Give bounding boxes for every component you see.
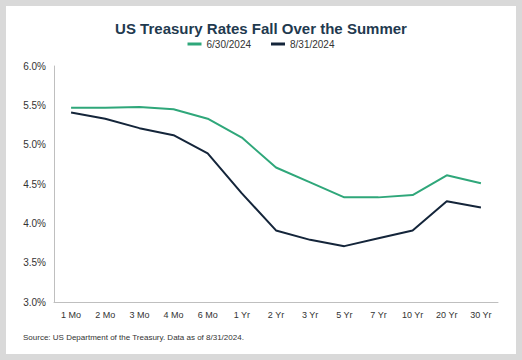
svg-text:4 Mo: 4 Mo [164, 310, 184, 320]
svg-text:US Treasury Rates Fall Over th: US Treasury Rates Fall Over the Summer [115, 20, 407, 37]
svg-text:Source: US Department of the T: Source: US Department of the Treasury. D… [23, 333, 244, 342]
svg-text:6 Mo: 6 Mo [198, 310, 218, 320]
svg-text:1 Mo: 1 Mo [61, 310, 81, 320]
svg-text:3 Mo: 3 Mo [129, 310, 149, 320]
svg-text:3.0%: 3.0% [23, 297, 46, 308]
svg-text:4.5%: 4.5% [23, 179, 46, 190]
svg-text:2 Yr: 2 Yr [268, 310, 284, 320]
svg-text:30 Yr: 30 Yr [470, 310, 491, 320]
svg-text:4.0%: 4.0% [23, 218, 46, 229]
svg-text:1 Yr: 1 Yr [234, 310, 250, 320]
svg-text:5.5%: 5.5% [23, 100, 46, 111]
svg-text:8/31/2024: 8/31/2024 [290, 39, 335, 50]
svg-text:7 Yr: 7 Yr [370, 310, 386, 320]
svg-text:6.0%: 6.0% [23, 61, 46, 72]
svg-text:5 Yr: 5 Yr [336, 310, 352, 320]
svg-text:5.0%: 5.0% [23, 139, 46, 150]
svg-text:3 Yr: 3 Yr [302, 310, 318, 320]
svg-text:10 Yr: 10 Yr [402, 310, 423, 320]
svg-text:6/30/2024: 6/30/2024 [207, 39, 252, 50]
svg-text:20 Yr: 20 Yr [436, 310, 457, 320]
svg-text:2 Mo: 2 Mo [95, 310, 115, 320]
svg-text:3.5%: 3.5% [23, 257, 46, 268]
